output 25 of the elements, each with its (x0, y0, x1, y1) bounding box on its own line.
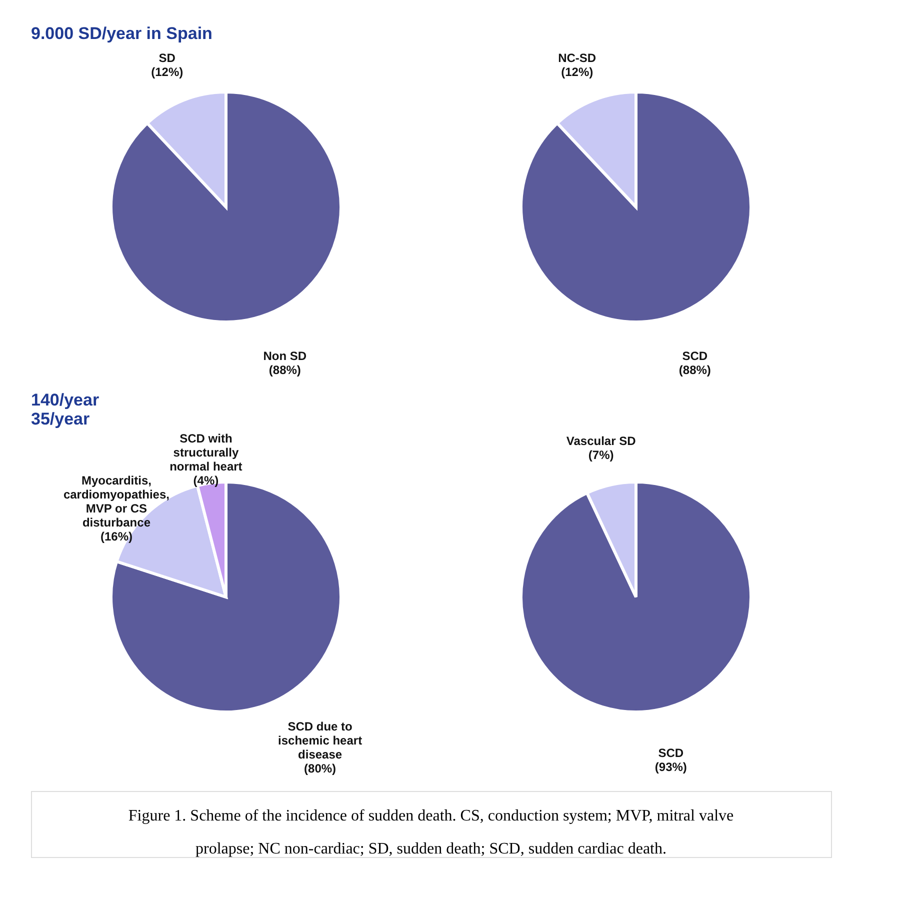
data-label: (16%) (100, 529, 132, 544)
data-label: (88%) (678, 362, 711, 377)
slice-label: Non SD (263, 348, 307, 363)
text: 9.000 SD/year in Spain (31, 24, 212, 43)
slice-label: Vascular SD (566, 434, 636, 448)
slice-label: SCD with structurally normal heart (170, 431, 242, 474)
slice-label: SD (158, 51, 176, 66)
data-label: (4%) (193, 473, 219, 488)
text: 35/year (31, 409, 90, 428)
slice-label: Myocarditis, cardiomyopathies, MVP or CS disturbance (63, 473, 170, 530)
text: 140/year (31, 390, 100, 410)
pie-slice (520, 90, 752, 324)
data-label: (93%) (654, 760, 687, 774)
slice-label: NC-SD (558, 51, 596, 66)
data-label: (88%) (268, 362, 301, 377)
pie-slice (110, 90, 342, 324)
data-label: (7%) (588, 448, 614, 462)
pie-slice (520, 480, 752, 714)
slice-label: SCD (658, 746, 684, 760)
caption: Figure 1. Scheme of the incidence of sudden death. CS, conduction system; MVP, mitral valve prolapse; NC non-cardiac; SD, sudden death; SCD, sudden cardiac death. (128, 808, 734, 858)
slice-label: SCD due to ischemic heart disease (278, 719, 362, 762)
data-label: (12%) (151, 65, 184, 80)
data-label: (80%) (304, 761, 336, 776)
data-label: (12%) (561, 65, 594, 80)
slice-label: SCD (682, 348, 708, 363)
